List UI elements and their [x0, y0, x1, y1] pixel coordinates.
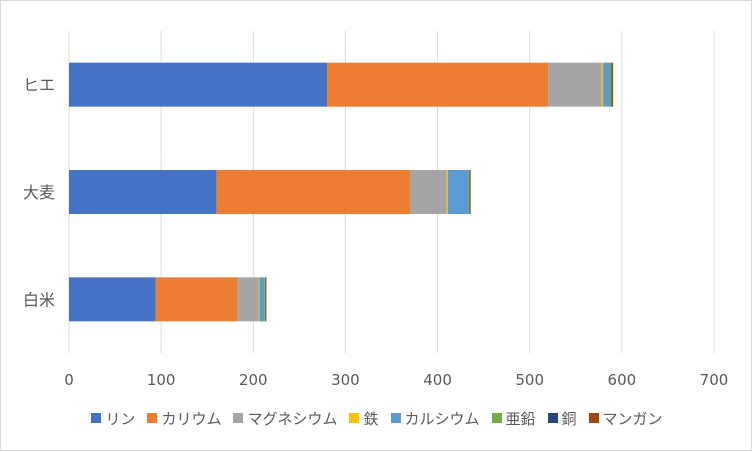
legend-item: カリウム	[147, 408, 221, 429]
x-tick-label: 200	[239, 371, 268, 389]
legend-label: カルシウム	[404, 409, 480, 428]
legend-item: 亜鉛	[491, 408, 536, 429]
bar-segment	[155, 277, 238, 322]
legend-item: マグネシウム	[233, 408, 337, 429]
x-tick-label: 100	[147, 371, 176, 389]
x-tick-label: 500	[515, 371, 544, 389]
bar-segment	[611, 62, 614, 107]
legend-swatch	[147, 413, 158, 423]
x-tick-label: 0	[64, 371, 74, 389]
bar-segment	[469, 170, 471, 214]
bar-segment	[468, 170, 470, 214]
x-tick-labels: 0 100 200 300 400 500 600 700	[64, 371, 728, 389]
bar-segment	[609, 62, 612, 107]
bar-segment	[69, 277, 156, 322]
legend-swatch	[91, 413, 102, 423]
bar-segment	[237, 277, 259, 322]
bar-segment	[327, 62, 549, 107]
legend-label: 亜鉛	[505, 409, 536, 428]
legend-label: マンガン	[602, 409, 663, 428]
legend-item: リン	[91, 408, 135, 429]
category-label: 白米	[23, 290, 55, 309]
x-tick-label: 700	[700, 371, 729, 389]
category-label: 大麦	[23, 183, 55, 202]
legend-label: リン	[105, 409, 136, 428]
bar-segment	[601, 62, 604, 107]
bar-segment	[548, 62, 602, 107]
x-tick-label: 300	[331, 371, 360, 389]
x-tick-label: 600	[608, 371, 637, 389]
legend-swatch	[390, 413, 401, 423]
category-label: ヒエ	[23, 76, 55, 95]
legend-label: 鉄	[363, 409, 379, 428]
legend-swatch	[491, 413, 502, 423]
bar-segment	[216, 170, 410, 214]
legend-item: 鉄	[349, 408, 379, 429]
bar-segment	[447, 170, 469, 214]
legend-swatch	[349, 413, 360, 423]
legend-swatch	[547, 413, 558, 423]
bar-segment	[603, 62, 610, 107]
legend-swatch	[233, 413, 244, 423]
x-tick-label: 400	[423, 371, 452, 389]
bar-segment	[69, 170, 217, 214]
legend-label: カリウム	[161, 409, 222, 428]
legend-label: マグネシウム	[247, 409, 338, 428]
bar-segment	[69, 62, 327, 107]
bar-segment	[409, 170, 447, 214]
legend-swatch	[588, 413, 599, 423]
bar-segment	[258, 277, 260, 322]
bars	[69, 62, 614, 322]
bar-segment	[264, 277, 266, 322]
legend-item: マンガン	[588, 408, 663, 429]
bar-segment	[446, 170, 448, 214]
legend-item: 銅	[547, 408, 577, 429]
legend: リン カリウム マグネシウム 鉄 カルシウム 亜鉛 銅 マンガン	[1, 405, 752, 431]
legend-label: 銅	[561, 409, 577, 428]
bar-segment	[265, 277, 267, 322]
legend-item: カルシウム	[390, 408, 480, 429]
bar-segment	[259, 277, 265, 322]
